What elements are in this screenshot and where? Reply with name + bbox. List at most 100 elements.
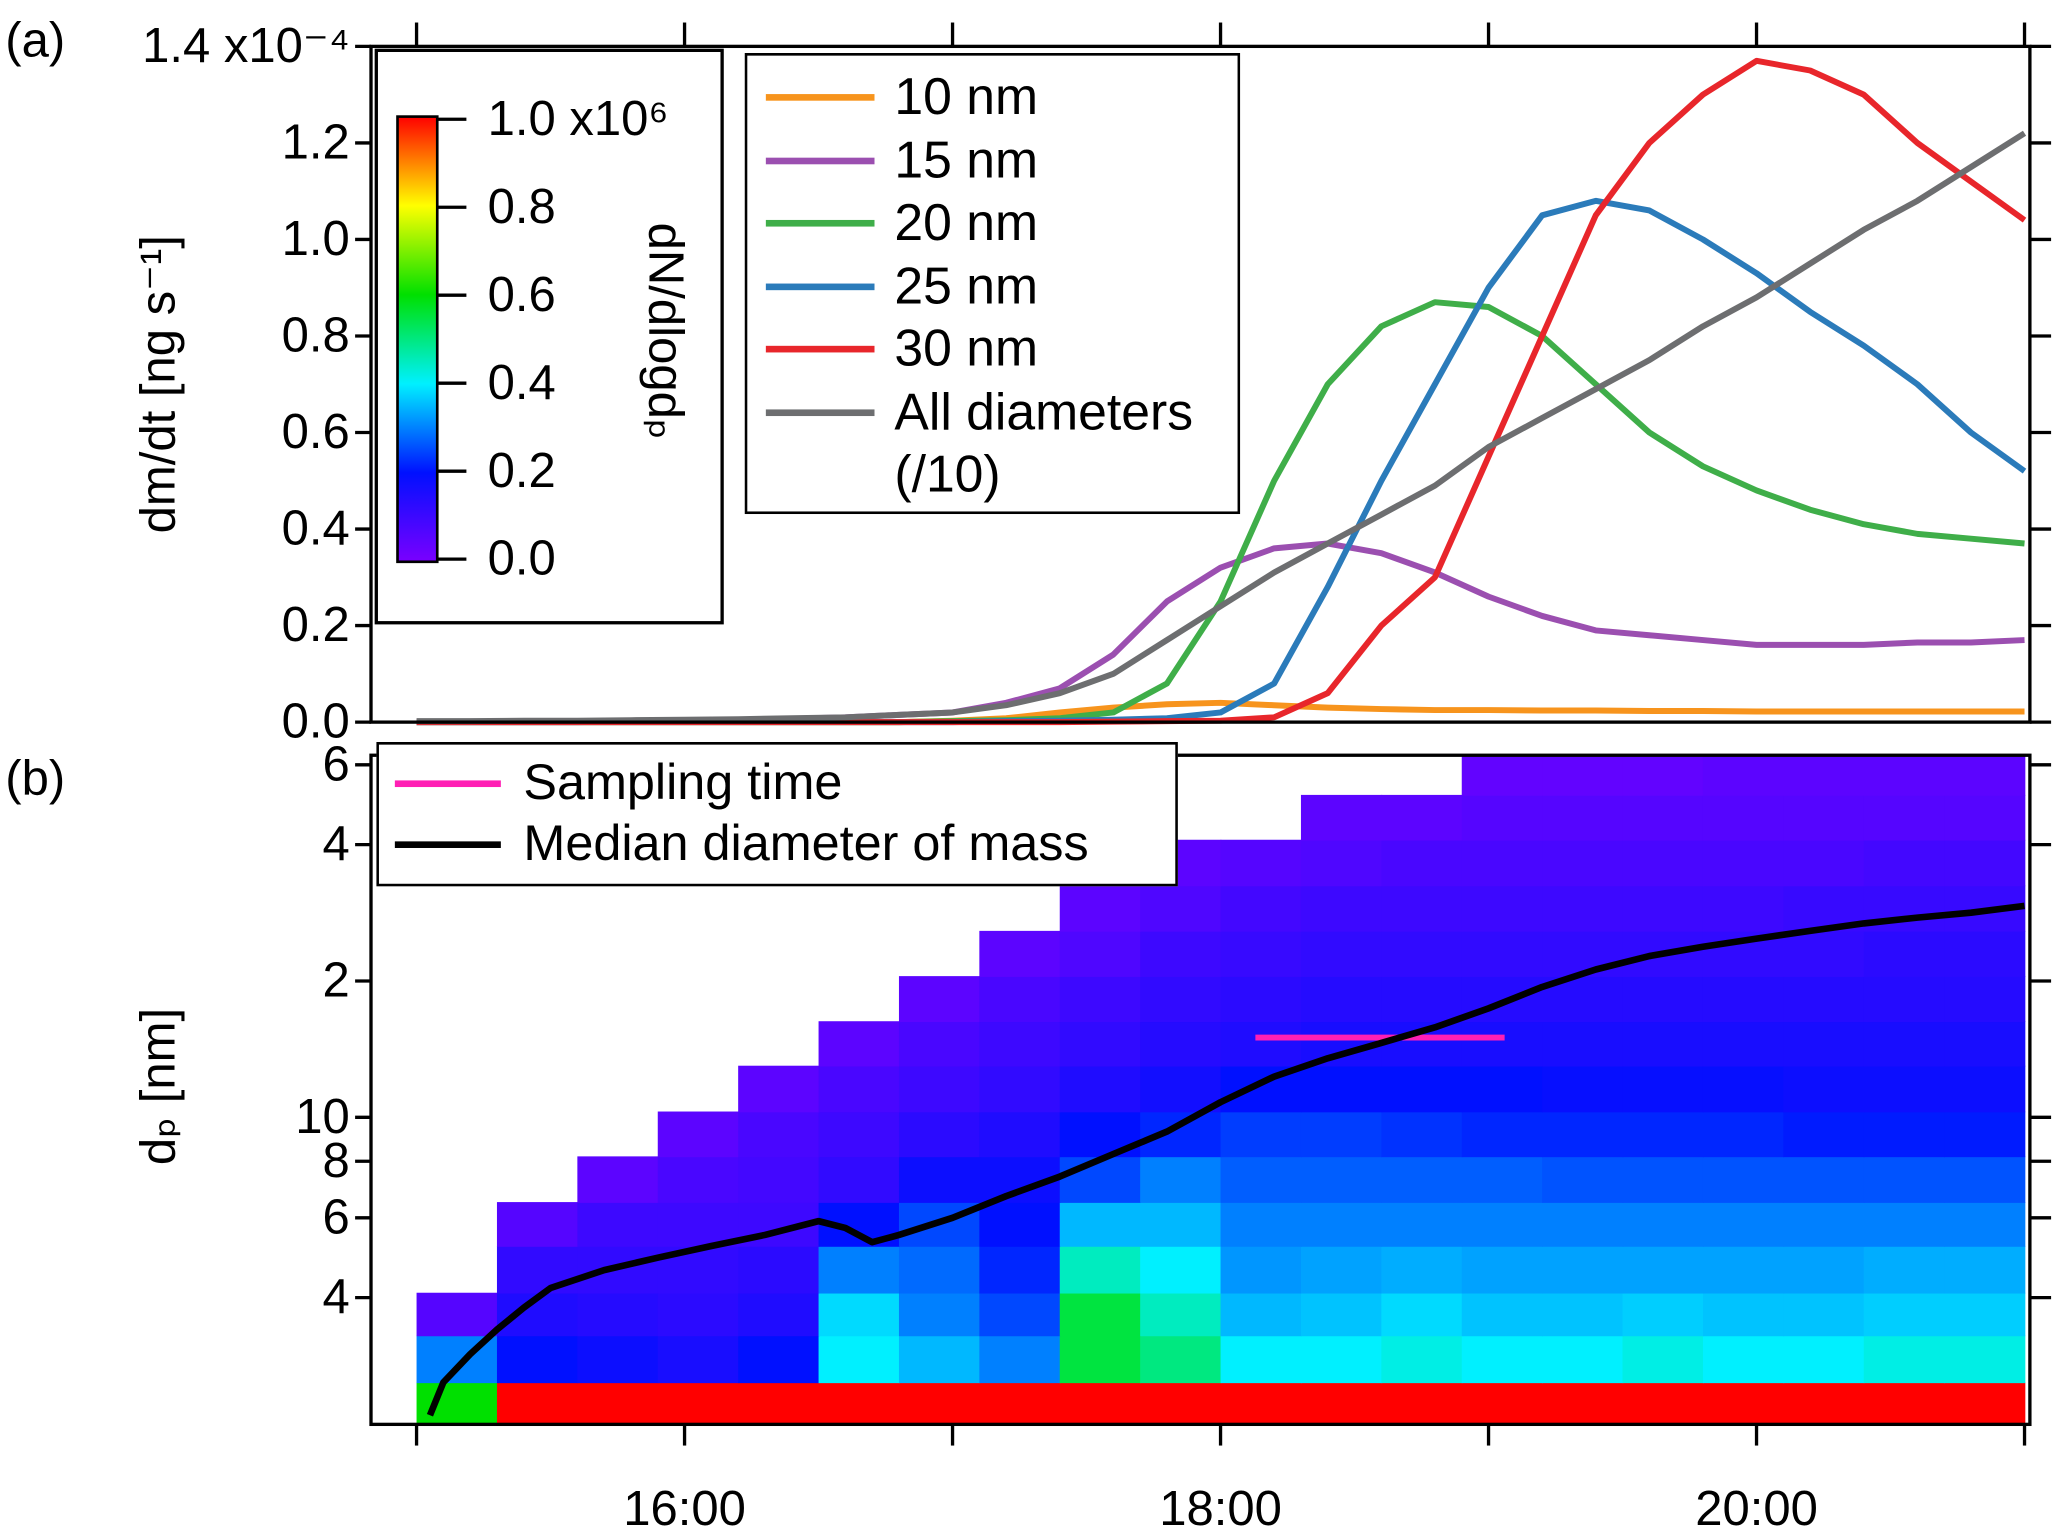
heatmap-cell <box>1381 930 1463 977</box>
heatmap-cell <box>1944 1156 2026 1203</box>
heatmap-cell <box>1783 1021 1865 1067</box>
heatmap-cell <box>1300 1245 1383 1294</box>
heatmap-cell <box>1622 1065 1704 1113</box>
heatmap-cell <box>1140 976 1222 1023</box>
heatmap-cell <box>898 1292 981 1337</box>
heatmap-cell <box>1944 976 2026 1023</box>
heatmap-cell <box>898 1065 981 1113</box>
heatmap-cell <box>1140 1202 1222 1247</box>
heatmap-cell <box>818 1156 900 1203</box>
heatmap-cell <box>1220 1382 1302 1426</box>
heatmap-cell <box>1944 1021 2026 1067</box>
heatmap-cell <box>1702 1202 1785 1247</box>
heatmap-cell <box>1944 1111 2026 1158</box>
heatmap-cell <box>496 1335 579 1384</box>
legend-box: 10 nm 15 nm 20 nm 25 nm 30 nm All diameters (… <box>744 52 1241 515</box>
legend-label: 10 nm <box>894 68 1039 126</box>
heatmap-cell <box>1461 1245 1543 1294</box>
heatmap-cell <box>1863 1156 1945 1203</box>
heatmap-cell <box>1863 930 1945 977</box>
heatmap-cell <box>1140 885 1222 932</box>
y-axis-label: dₚ [nm] <box>132 1008 186 1165</box>
heatmap-cell <box>1622 1156 1704 1203</box>
heatmap-cell <box>1461 1156 1543 1203</box>
heatmap-cell <box>1702 839 1785 887</box>
heatmap-cell <box>1140 1335 1222 1384</box>
heatmap-cell <box>898 1335 981 1384</box>
heatmap-cell <box>416 1382 498 1426</box>
heatmap-cell <box>1300 885 1383 932</box>
heatmap-cell <box>1783 976 1865 1023</box>
legend-entry: 20 nm <box>765 192 1238 255</box>
colorbar-tick-label: 0.8 <box>488 180 556 234</box>
heatmap-cell <box>1461 1021 1543 1067</box>
heatmap-cell <box>979 930 1061 977</box>
heatmap-cell <box>1461 1335 1543 1384</box>
legend-swatch <box>765 94 875 102</box>
colorbar: 0.0 0.2 0.4 0.6 0.8 1.0 x10⁶ <box>396 92 669 586</box>
heatmap-cell <box>818 1335 900 1384</box>
heatmap-cell <box>577 1335 659 1384</box>
y-axis-label: dm/dt [ng s⁻¹] <box>132 235 186 533</box>
heatmap-cell <box>738 1245 820 1294</box>
heatmap-cell <box>1461 1382 1543 1426</box>
y-tick-label: 10 <box>295 1090 350 1144</box>
heatmap-cell <box>1059 1021 1141 1067</box>
heatmap-cell <box>577 1202 659 1247</box>
legend-entry: All diameters (/10) <box>765 381 1238 507</box>
y-tick-label: 4 <box>323 1270 350 1324</box>
heatmap-cell <box>1622 976 1704 1023</box>
heatmap-cell <box>1702 1335 1785 1384</box>
y-tick-label: 0.0 <box>282 695 350 749</box>
heatmap-cell <box>1622 1335 1704 1384</box>
plot-frame <box>369 44 2032 724</box>
heatmap-cell <box>1702 1245 1785 1294</box>
heatmap-cell <box>738 1111 820 1158</box>
heatmap-cell <box>1622 839 1704 887</box>
y-tick-label: 1.2 <box>282 116 350 170</box>
y-tick-label: 0.2 <box>282 598 350 652</box>
heatmap-cell <box>1702 1021 1785 1067</box>
y-tick-label: 2 <box>323 954 350 1008</box>
heatmap-cell <box>1381 976 1463 1023</box>
heatmap-cell <box>1300 1156 1383 1203</box>
heatmap-cell <box>1461 1065 1543 1113</box>
heatmap-cell <box>1783 839 1865 887</box>
heatmap-cell <box>1220 1021 1302 1067</box>
heatmap-cell <box>1542 1021 1624 1067</box>
heatmap-cell <box>1381 1156 1463 1203</box>
heatmap-cell <box>1944 1065 2026 1113</box>
heatmap-cell <box>1542 1382 1624 1426</box>
heatmap-cell <box>818 1245 900 1294</box>
heatmap-cell <box>1220 1335 1302 1384</box>
heatmap-cell <box>1783 930 1865 977</box>
heatmap-cell <box>1300 976 1383 1023</box>
heatmap-cell <box>1863 1292 1945 1337</box>
heatmap-cell <box>1863 976 1945 1023</box>
heatmap-cell <box>1944 839 2026 887</box>
heatmap-cell <box>1944 1335 2026 1384</box>
legend-label: Median diameter of mass <box>523 816 1089 872</box>
heatmap-cell <box>1220 976 1302 1023</box>
legend-label: Sampling time <box>523 755 843 811</box>
heatmap-cell <box>1220 1292 1302 1337</box>
heatmap-cell <box>1300 1335 1383 1384</box>
y-tick-label: 4 <box>323 817 350 871</box>
heatmap-cell <box>1622 794 1704 841</box>
heatmap-cell <box>1542 930 1624 977</box>
colorbar-tick-label: 0.4 <box>488 356 556 410</box>
heatmap-cell <box>657 1202 739 1247</box>
heatmap-cell <box>1542 794 1624 841</box>
heatmap-cell <box>1381 1382 1463 1426</box>
panel-label: (a) <box>5 14 65 68</box>
heatmap-cell <box>1059 1382 1141 1426</box>
heatmap-cell <box>1622 755 1704 796</box>
heatmap-cell <box>1702 794 1785 841</box>
y-tick-label: 1.0 <box>282 212 350 266</box>
heatmap-cell <box>1059 976 1141 1023</box>
heatmap-cell <box>1783 1156 1865 1203</box>
heatmap-cell <box>979 1065 1061 1113</box>
heatmap-cell <box>657 1335 739 1384</box>
heatmap-cell <box>1381 1111 1463 1158</box>
